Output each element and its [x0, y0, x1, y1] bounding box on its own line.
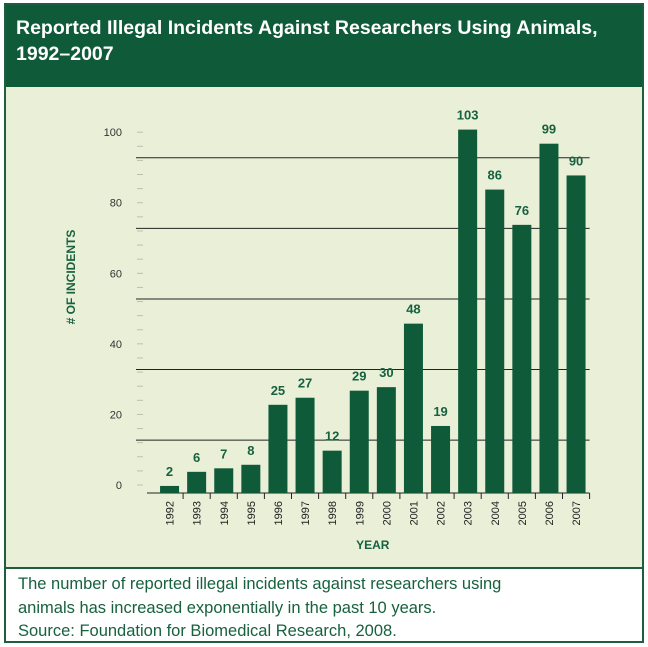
x-tick-label-1997: 1997	[300, 501, 312, 525]
bar-1992	[160, 485, 180, 493]
y-tick-label: 100	[104, 127, 122, 139]
y-tick-label: 20	[110, 409, 122, 421]
plot-area: 0 20 40 60 80 100 # OF INCIDENTS 2 1992 6 1993 7 199…	[6, 87, 642, 567]
y-tick-label: 40	[110, 339, 122, 351]
data-label-2002: 19	[433, 404, 447, 419]
x-tick-label-2005: 2005	[517, 501, 529, 525]
caption-line-1: The number of reported illegal incidents…	[18, 575, 502, 593]
bar-1995	[241, 464, 261, 493]
x-tick-label-1998: 1998	[327, 501, 339, 525]
bar-1998	[322, 450, 342, 493]
x-tick-label-2006: 2006	[544, 501, 556, 525]
bar-2001	[403, 323, 423, 493]
x-tick-label-2002: 2002	[436, 501, 448, 525]
bar-1993	[187, 471, 207, 493]
data-label-1998: 12	[325, 429, 339, 444]
bar-1996	[268, 404, 288, 493]
data-label-2007: 90	[569, 153, 583, 168]
x-tick-label-1996: 1996	[273, 501, 285, 525]
data-label-1997: 27	[298, 376, 312, 391]
data-label-1993: 6	[193, 450, 200, 465]
data-label-1994: 7	[220, 446, 227, 461]
x-tick-label-1993: 1993	[192, 501, 204, 525]
bar-2000	[376, 387, 396, 493]
caption: The number of reported illegal incidents…	[6, 567, 642, 645]
bar-2004	[485, 189, 505, 493]
figure-frame: Reported Illegal Incidents Against Resea…	[4, 3, 644, 643]
chart-title: Reported Illegal Incidents Against Resea…	[6, 5, 642, 87]
y-axis-label: # OF INCIDENTS	[64, 230, 78, 325]
x-tick-label-1995: 1995	[246, 501, 258, 525]
x-axis-label: YEAR	[356, 538, 390, 552]
y-tick-label: 80	[110, 198, 122, 210]
bar-2006	[539, 143, 559, 493]
data-label-2005: 76	[515, 203, 529, 218]
data-label-2000: 30	[379, 365, 393, 380]
bar-2002	[431, 425, 451, 493]
x-tick-label-2004: 2004	[490, 501, 502, 525]
data-label-1992: 2	[166, 464, 173, 479]
caption-line-3: Source: Foundation for Biomedical Resear…	[18, 622, 397, 640]
bar-2005	[512, 224, 532, 493]
bar-2003	[458, 129, 478, 493]
data-label-2004: 86	[488, 168, 502, 183]
data-label-1999: 29	[352, 369, 366, 384]
x-tick-label-1992: 1992	[165, 501, 177, 525]
bar-2007	[566, 175, 586, 493]
data-label-2003: 103	[457, 108, 479, 123]
x-tick-label-2003: 2003	[463, 501, 475, 525]
chart-title-line-1: Reported Illegal Incidents Against Resea…	[16, 17, 598, 39]
chart-title-line-2: 1992–2007	[16, 43, 114, 65]
bar-1997	[295, 397, 315, 493]
y-tick-label: 0	[116, 480, 122, 492]
data-label-2001: 48	[406, 302, 420, 317]
bar-1994	[214, 468, 234, 493]
data-label-2006: 99	[542, 122, 556, 137]
data-label-1996: 25	[271, 383, 285, 398]
caption-line-2: animals has increased exponentially in t…	[18, 598, 437, 617]
x-tick-label-1999: 1999	[354, 501, 366, 525]
x-tick-label-1994: 1994	[219, 501, 231, 525]
x-tick-label-2007: 2007	[571, 501, 583, 525]
x-tick-label-2000: 2000	[381, 501, 393, 525]
y-tick-label: 60	[110, 268, 122, 280]
x-tick-label-2001: 2001	[408, 501, 420, 525]
data-label-1995: 8	[247, 443, 254, 458]
bar-1999	[349, 390, 369, 493]
